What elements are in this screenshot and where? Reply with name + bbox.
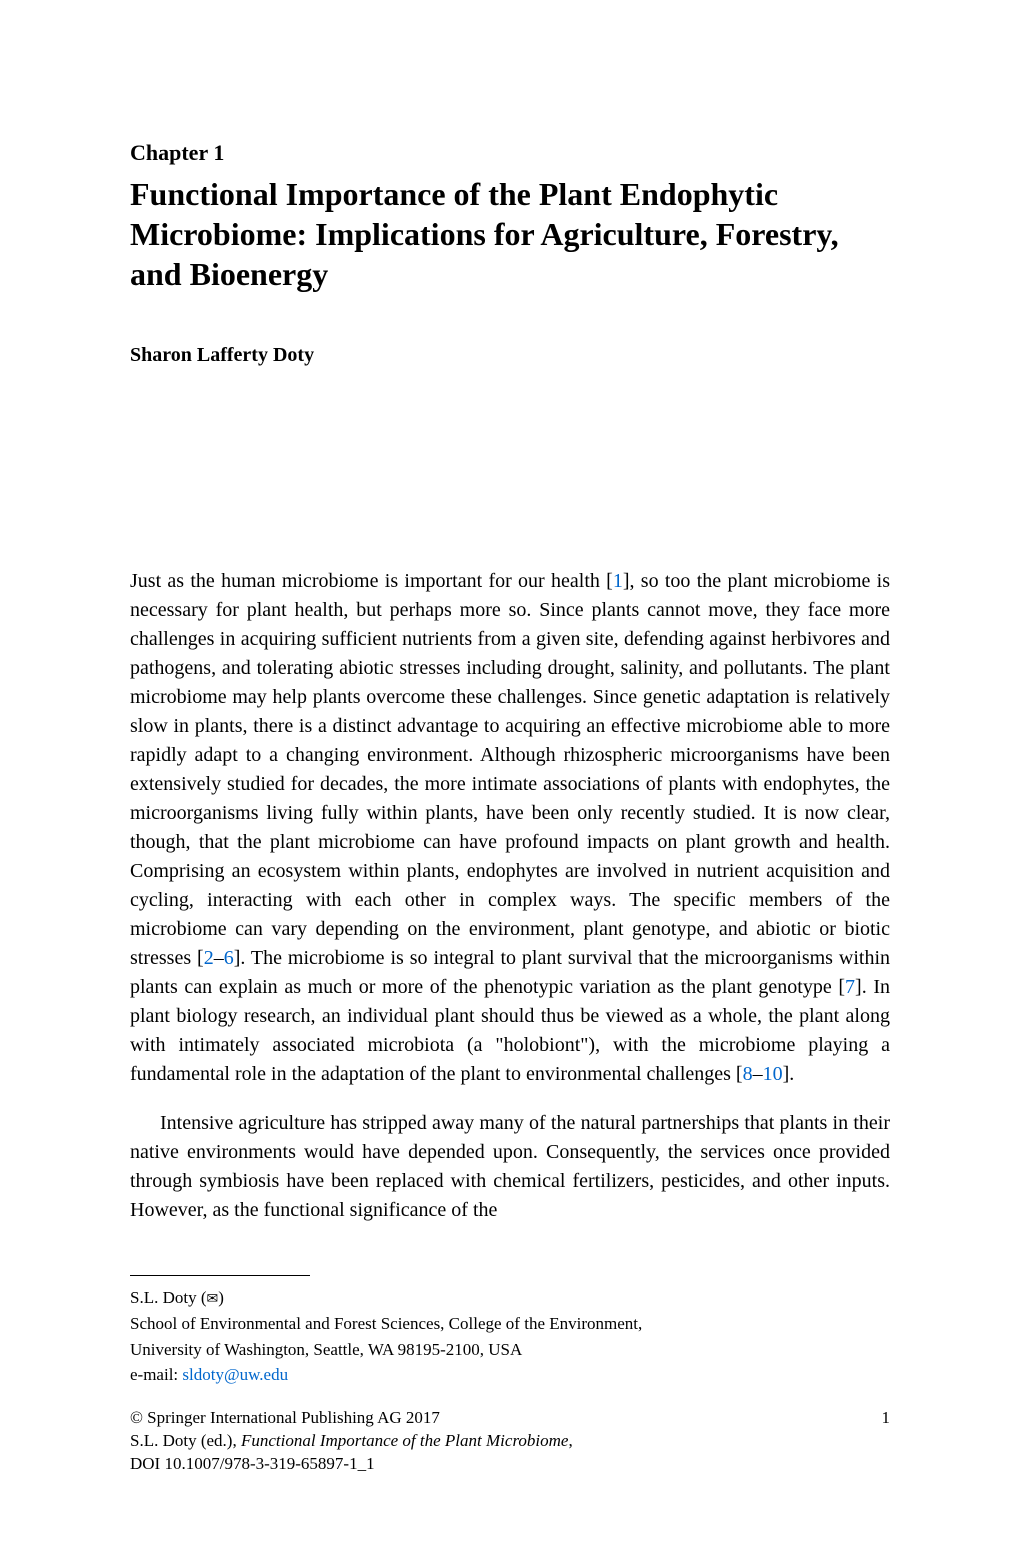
- citation-link-6[interactable]: 6: [224, 947, 234, 969]
- text-run: –: [214, 947, 224, 969]
- paragraph-1: Just as the human microbiome is importan…: [130, 567, 890, 1089]
- copyright-block: © Springer International Publishing AG 2…: [130, 1407, 890, 1476]
- text-run: ].: [783, 1063, 795, 1085]
- citation-link-2[interactable]: 2: [204, 947, 214, 969]
- chapter-label: Chapter 1: [130, 140, 890, 166]
- paragraph-2: Intensive agriculture has stripped away …: [130, 1109, 890, 1225]
- email-label: e-mail:: [130, 1365, 182, 1384]
- citation-link-10[interactable]: 10: [763, 1063, 783, 1085]
- footnote-email: e-mail: sldoty@uw.edu: [130, 1363, 890, 1387]
- text-run: –: [753, 1063, 763, 1085]
- text-run: S.L. Doty (ed.),: [130, 1431, 241, 1450]
- copyright-line-3: DOI 10.1007/978-3-319-65897-1_1: [130, 1453, 890, 1476]
- text-run: S.L. Doty (: [130, 1288, 207, 1307]
- footnote-block: S.L. Doty (✉) School of Environmental an…: [130, 1286, 890, 1387]
- text-run: ): [218, 1288, 224, 1307]
- text-run: ,: [568, 1431, 572, 1450]
- text-run: Just as the human microbiome is importan…: [130, 570, 613, 592]
- author-name: Sharon Lafferty Doty: [130, 344, 890, 367]
- page-number: 1: [882, 1407, 891, 1430]
- envelope-icon: ✉: [207, 1292, 219, 1307]
- chapter-title: Functional Importance of the Plant Endop…: [130, 174, 890, 294]
- copyright-line-1: © Springer International Publishing AG 2…: [130, 1407, 890, 1430]
- text-run: ], so too the plant microbiome is necess…: [130, 570, 890, 969]
- footnote-affiliation-2: University of Washington, Seattle, WA 98…: [130, 1338, 890, 1362]
- text-run: ]. The microbiome is so integral to plan…: [130, 947, 890, 998]
- email-link[interactable]: sldoty@uw.edu: [182, 1365, 288, 1384]
- page-container: Chapter 1 Functional Importance of the P…: [0, 0, 1020, 1546]
- footnote-affiliation-1: School of Environmental and Forest Scien…: [130, 1312, 890, 1336]
- citation-link-7[interactable]: 7: [845, 976, 855, 998]
- citation-link-8[interactable]: 8: [743, 1063, 753, 1085]
- citation-link-1[interactable]: 1: [613, 570, 623, 592]
- copyright-line-2: S.L. Doty (ed.), Functional Importance o…: [130, 1430, 890, 1453]
- book-title: Functional Importance of the Plant Micro…: [241, 1431, 569, 1450]
- footnote-author: S.L. Doty (✉): [130, 1286, 890, 1310]
- footnote-rule: [130, 1275, 310, 1276]
- copyright-text: © Springer International Publishing AG 2…: [130, 1407, 440, 1430]
